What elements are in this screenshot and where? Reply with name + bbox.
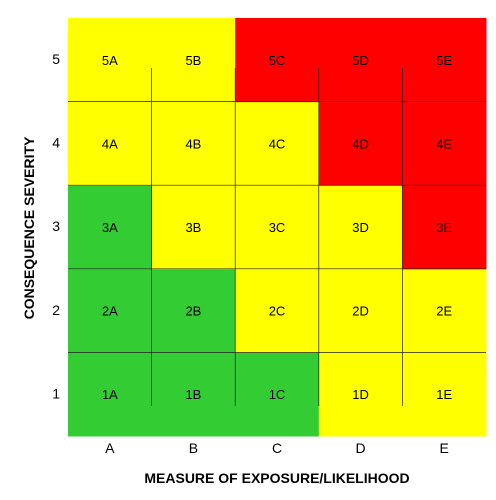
cell-label-2a: 2A: [102, 304, 118, 319]
x-tick-label-a: A: [105, 440, 115, 456]
cell-1a: [68, 352, 153, 437]
y-tick-label-1: 1: [52, 385, 60, 401]
cell-label-2e: 2E: [436, 304, 452, 319]
cell-label-4a: 4A: [102, 136, 118, 151]
cell-4c: [235, 101, 320, 186]
cells-layer: [68, 18, 487, 437]
cell-1e: [402, 352, 487, 437]
cell-5d: [318, 18, 403, 103]
cell-1d: [318, 352, 403, 437]
cell-5c: [235, 18, 320, 103]
cell-2b: [151, 268, 236, 353]
tick-labels-layer: A B C D E 1 2 3 4 5: [52, 51, 449, 456]
y-tick-label-5: 5: [52, 51, 60, 67]
cell-4e: [402, 101, 487, 186]
cell-2e: [402, 268, 487, 353]
cell-label-1e: 1E: [436, 387, 452, 402]
y-tick-label-4: 4: [52, 135, 60, 151]
cell-label-4c: 4C: [269, 136, 286, 151]
cell-label-4b: 4B: [185, 136, 201, 151]
x-tick-label-d: D: [356, 440, 366, 456]
x-tick-label-b: B: [189, 440, 198, 456]
cell-4b: [151, 101, 236, 186]
cell-3d: [318, 185, 403, 270]
cell-label-3a: 3A: [102, 220, 118, 235]
cell-label-3e: 3E: [436, 220, 452, 235]
cell-5e: [402, 18, 487, 103]
cell-3c: [235, 185, 320, 270]
x-tick-label-c: C: [272, 440, 282, 456]
cell-label-3c: 3C: [269, 220, 286, 235]
cell-label-3d: 3D: [352, 220, 369, 235]
x-axis-label: MEASURE OF EXPOSURE/LIKELIHOOD: [144, 470, 410, 486]
cell-3a: [68, 185, 153, 270]
y-axis-label: CONSEQUENCE SEVERITY: [21, 136, 37, 320]
cell-5b: [151, 18, 236, 103]
cell-label-1a: 1A: [102, 387, 118, 402]
cell-label-5e: 5E: [436, 53, 452, 68]
cell-label-4d: 4D: [352, 136, 369, 151]
cell-label-1c: 1C: [269, 387, 286, 402]
cell-2d: [318, 268, 403, 353]
cell-2c: [235, 268, 320, 353]
cell-3e: [402, 185, 487, 270]
cell-label-5b: 5B: [185, 53, 201, 68]
cell-label-1d: 1D: [352, 387, 369, 402]
cell-3b: [151, 185, 236, 270]
cell-label-4e: 4E: [436, 136, 452, 151]
cell-labels-layer: 1A 1B 1C 1D 1E 2A 2B 2C 2D 2E 3A 3B 3C 3D 3E 4A 4B 4C 4D 4E…: [102, 53, 453, 402]
cell-2a: [68, 268, 153, 353]
cell-4a: [68, 101, 153, 186]
cell-label-2b: 2B: [185, 304, 201, 319]
cell-1c: [235, 352, 320, 437]
cell-label-5c: 5C: [269, 53, 286, 68]
cell-5a: [68, 18, 153, 103]
cell-label-3b: 3B: [185, 220, 201, 235]
grid-lines-layer: [68, 68, 486, 406]
y-tick-label-3: 3: [52, 218, 60, 234]
cell-4d: [318, 101, 403, 186]
cell-label-2c: 2C: [269, 304, 286, 319]
x-tick-label-e: E: [440, 440, 449, 456]
cell-label-1b: 1B: [185, 387, 201, 402]
cell-1b: [151, 352, 236, 437]
cell-label-5a: 5A: [102, 53, 118, 68]
cell-label-2d: 2D: [352, 304, 369, 319]
cell-label-5d: 5D: [352, 53, 369, 68]
y-tick-label-2: 2: [52, 302, 60, 318]
